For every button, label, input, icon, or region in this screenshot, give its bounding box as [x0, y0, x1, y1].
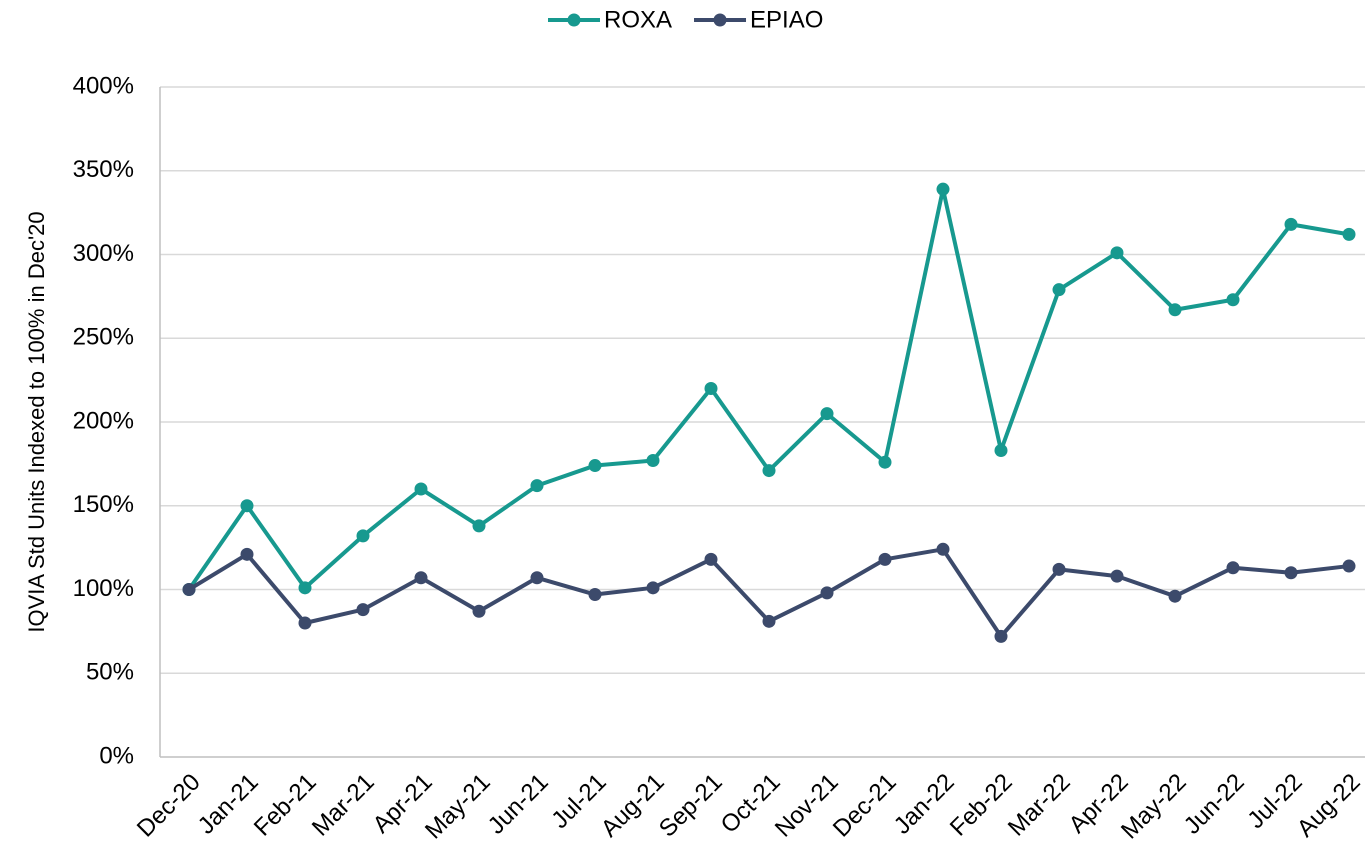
data-point: [1284, 566, 1298, 580]
data-point: [1226, 293, 1240, 307]
x-tick-label: Nov-21: [770, 769, 844, 843]
y-axis-label: IQVIA Std Units Indexed to 100% in Dec'2…: [24, 211, 49, 632]
data-point: [298, 581, 312, 595]
x-tick-label: Jan-21: [193, 769, 264, 840]
data-point: [1052, 283, 1066, 297]
data-point: [356, 603, 370, 617]
data-point: [240, 547, 254, 561]
x-tick-label: Sep-21: [654, 769, 728, 843]
y-tick-label: 300%: [73, 240, 134, 267]
data-point: [1052, 562, 1066, 576]
x-tick-label: May-21: [420, 769, 496, 845]
data-point: [530, 571, 544, 585]
x-tick-label: Feb-22: [945, 769, 1018, 842]
x-tick-label: Mar-22: [1003, 769, 1076, 842]
data-point: [646, 581, 660, 595]
x-tick-label: Feb-21: [249, 769, 322, 842]
y-tick-label: 0%: [99, 742, 134, 769]
data-point: [878, 552, 892, 566]
data-point: [762, 464, 776, 478]
legend-marker: [567, 13, 581, 27]
x-tick-label: Jan-22: [889, 769, 960, 840]
y-tick-label: 50%: [86, 659, 134, 686]
data-point: [1342, 227, 1356, 241]
data-point: [182, 583, 196, 596]
x-tick-label: Dec-21: [828, 769, 902, 843]
data-point: [820, 586, 834, 600]
x-tick-label: Dec-20: [132, 769, 206, 843]
data-point: [472, 519, 486, 533]
legend-label: ROXA: [604, 6, 672, 33]
x-tick-label: Jun-22: [1179, 769, 1250, 840]
data-point: [994, 629, 1008, 643]
x-tick-label: Aug-21: [596, 769, 670, 843]
data-point: [820, 407, 834, 421]
data-point: [588, 588, 602, 602]
x-tick-label: May-22: [1116, 769, 1192, 845]
data-point: [356, 529, 370, 543]
data-point: [414, 571, 428, 585]
data-point: [704, 552, 718, 566]
data-point: [1110, 569, 1124, 583]
data-point: [414, 482, 428, 496]
data-point: [936, 182, 950, 196]
legend-label: EPIAO: [750, 6, 823, 33]
data-point: [762, 614, 776, 628]
data-point: [1168, 589, 1182, 603]
data-point: [588, 459, 602, 473]
x-tick-label: Aug-22: [1292, 769, 1365, 843]
data-point: [1284, 217, 1298, 231]
data-point: [1110, 246, 1124, 260]
data-point: [704, 382, 718, 395]
data-point: [646, 454, 660, 468]
x-tick-label: Mar-21: [307, 769, 380, 842]
legend-marker: [713, 13, 727, 27]
data-point: [240, 499, 254, 513]
data-point: [1168, 303, 1182, 317]
data-point: [936, 542, 950, 556]
y-tick-label: 150%: [73, 491, 134, 518]
y-tick-label: 250%: [73, 324, 134, 351]
y-tick-label: 100%: [73, 575, 134, 602]
x-tick-label: Jun-21: [483, 769, 554, 840]
y-tick-label: 350%: [73, 156, 134, 183]
data-point: [1342, 559, 1356, 573]
data-point: [994, 443, 1008, 457]
y-tick-label: 200%: [73, 407, 134, 434]
data-point: [530, 479, 544, 493]
data-point: [878, 455, 892, 469]
data-point: [472, 604, 486, 618]
data-point: [298, 616, 312, 630]
y-tick-label: 400%: [73, 72, 134, 99]
data-point: [1226, 561, 1240, 575]
